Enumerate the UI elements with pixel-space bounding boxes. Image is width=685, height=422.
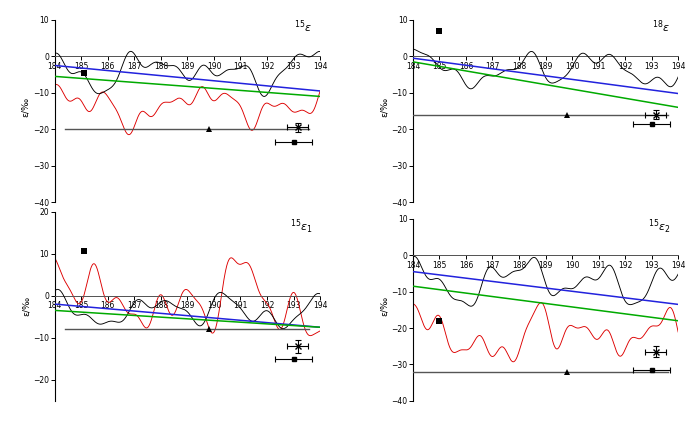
Y-axis label: ε/‰: ε/‰ (21, 296, 30, 316)
Text: $^{15}\varepsilon$: $^{15}\varepsilon$ (294, 18, 312, 35)
Y-axis label: ε/‰: ε/‰ (21, 97, 30, 117)
Y-axis label: ε/‰: ε/‰ (379, 97, 388, 117)
Text: $^{18}\varepsilon$: $^{18}\varepsilon$ (652, 18, 670, 35)
Y-axis label: ε/‰: ε/‰ (379, 296, 388, 316)
Text: $^{15}\varepsilon_{2}$: $^{15}\varepsilon_{2}$ (648, 217, 670, 235)
Text: $^{15}\varepsilon_{1}$: $^{15}\varepsilon_{1}$ (290, 217, 312, 235)
